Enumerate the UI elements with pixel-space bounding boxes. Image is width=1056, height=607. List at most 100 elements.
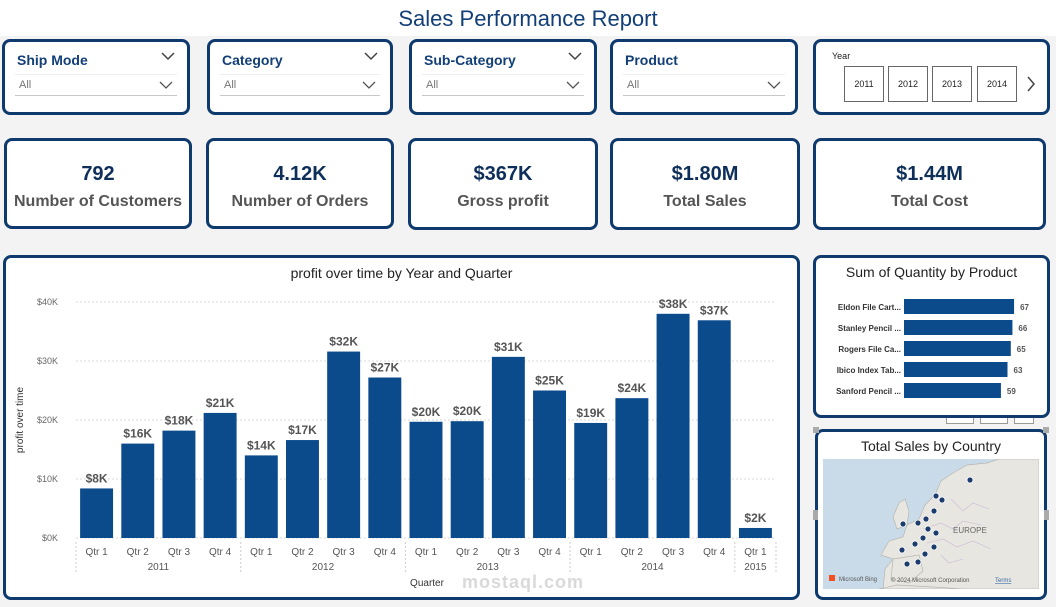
report-title: Sales Performance Report — [0, 0, 1056, 36]
slicer-title: Sub-Category — [424, 52, 516, 68]
kpi-value: 4.12K — [273, 163, 327, 185]
visual-header-button[interactable] — [946, 418, 974, 424]
bar — [491, 356, 525, 538]
total-sales-map[interactable]: Total Sales by Country — [813, 427, 1049, 600]
map-marker[interactable] — [922, 515, 930, 523]
bar — [409, 421, 443, 538]
category-slicer[interactable]: Category All — [207, 39, 393, 115]
chevron-right-icon[interactable] — [1026, 76, 1036, 92]
slicer-value: All — [19, 79, 32, 91]
data-label: $20K — [412, 405, 441, 419]
chart-title: Total Sales by Country — [860, 438, 1002, 454]
slicer-title: Ship Mode — [17, 52, 88, 68]
data-label: $17K — [288, 423, 317, 437]
kpi-card-total-sales: $1.80M Total Sales — [610, 138, 800, 230]
sub-category-slicer[interactable]: Sub-Category All — [409, 39, 597, 115]
resize-handle[interactable] — [1043, 427, 1049, 433]
x-tick-label: Qtr 2 — [127, 547, 150, 558]
kpi-card-orders: 4.12K Number of Orders — [206, 138, 394, 229]
map-marker[interactable] — [921, 550, 929, 558]
map-marker[interactable] — [924, 525, 932, 533]
visual-header-button[interactable] — [980, 418, 1008, 424]
chevron-down-icon[interactable] — [568, 51, 582, 61]
year-button-2014[interactable]: 2014 — [977, 66, 1017, 102]
profit-over-time-chart[interactable]: profit over time by Year and Quarter $0K… — [3, 255, 800, 600]
sub-category-dropdown[interactable]: All — [422, 74, 584, 96]
x-tick-label: Qtr 1 — [85, 547, 108, 558]
bar — [904, 341, 1011, 356]
bar — [80, 488, 114, 538]
slicer-value: All — [627, 79, 640, 91]
year-button-2012[interactable]: 2012 — [888, 66, 928, 102]
country-borders — [922, 498, 992, 564]
x-tick-label: Qtr 3 — [168, 547, 191, 558]
x-group-label: 2012 — [312, 562, 335, 573]
map-canvas[interactable]: EUROPE Microsoft Bing © 2024 Microsoft C… — [823, 459, 1039, 589]
y-axis-label: profit over time — [15, 386, 26, 453]
country-markers — [898, 476, 974, 568]
category-label: Eldon File Cart... — [838, 303, 901, 312]
map-marker[interactable] — [930, 507, 938, 515]
data-label: $32K — [329, 335, 358, 349]
x-tick-label: Qtr 3 — [333, 547, 356, 558]
map-marker[interactable] — [911, 540, 919, 548]
year-button-2011[interactable]: 2011 — [844, 66, 884, 102]
year-button-2013[interactable]: 2013 — [932, 66, 972, 102]
x-tick-label: Qtr 1 — [744, 547, 767, 558]
kpi-value: $1.44M — [896, 163, 963, 185]
quantity-by-product-chart[interactable]: Sum of Quantity by Product Eldon File Ca… — [813, 255, 1050, 418]
chevron-down-icon[interactable] — [161, 51, 175, 61]
map-marker[interactable] — [903, 560, 911, 568]
category-dropdown[interactable]: All — [220, 74, 380, 96]
kpi-card-total-cost: $1.44M Total Cost — [813, 138, 1046, 230]
data-label: $19K — [576, 406, 605, 420]
map-copyright: © 2024 Microsoft Corporation — [891, 577, 969, 584]
x-tick-label: Qtr 4 — [374, 547, 397, 558]
data-label: $37K — [700, 303, 729, 317]
chevron-down-icon — [566, 81, 580, 89]
data-label: $2K — [744, 511, 766, 525]
bar — [904, 362, 1008, 377]
map-marker[interactable] — [932, 529, 940, 537]
map-marker[interactable] — [914, 519, 922, 527]
map-marker[interactable] — [914, 558, 922, 566]
y-tick-label: $0K — [42, 533, 58, 543]
kpi-card-customers: 792 Number of Customers — [4, 138, 192, 229]
map-marker[interactable] — [919, 534, 927, 542]
data-label: 66 — [1018, 324, 1027, 333]
bar — [244, 455, 278, 538]
europe-landmass — [880, 459, 1039, 589]
kpi-label: Total Sales — [663, 193, 747, 210]
ship-mode-slicer[interactable]: Ship Mode All — [2, 39, 190, 115]
resize-handle[interactable] — [813, 427, 819, 433]
map-marker[interactable] — [930, 543, 938, 551]
slicer-value: All — [224, 79, 237, 91]
data-label: $8K — [86, 471, 108, 485]
bar — [368, 377, 402, 538]
x-tick-label: Qtr 1 — [580, 547, 603, 558]
chart-title: Sum of Quantity by Product — [845, 264, 1018, 280]
ship-mode-dropdown[interactable]: All — [15, 74, 177, 96]
resize-handle[interactable] — [813, 510, 818, 520]
map-marker[interactable] — [932, 492, 940, 500]
data-label: $16K — [123, 427, 152, 441]
x-tick-label: Qtr 4 — [703, 547, 726, 558]
category-label: Stanley Pencil ... — [838, 324, 901, 333]
product-dropdown[interactable]: All — [623, 74, 785, 96]
x-tick-label: Qtr 3 — [497, 547, 520, 558]
map-terms-link[interactable]: Terms — [995, 578, 1011, 584]
data-label: $25K — [535, 374, 564, 388]
y-tick-label: $30K — [37, 356, 58, 366]
profit-bar-chart-svg: $0K $10K $20K $30K $40K profit over time $8K Qt… — [15, 297, 777, 589]
kpi-value: $1.80M — [671, 163, 739, 185]
map-marker[interactable] — [899, 520, 907, 528]
map-marker[interactable] — [898, 546, 906, 554]
resize-handle[interactable] — [1044, 510, 1049, 520]
map-marker[interactable] — [966, 476, 974, 484]
data-label: $20K — [453, 404, 482, 418]
chevron-down-icon[interactable] — [364, 51, 378, 61]
visual-header-button[interactable] — [1014, 418, 1034, 424]
product-slicer[interactable]: Product All — [610, 39, 798, 115]
map-marker[interactable] — [938, 496, 946, 504]
data-label: 65 — [1017, 345, 1026, 354]
